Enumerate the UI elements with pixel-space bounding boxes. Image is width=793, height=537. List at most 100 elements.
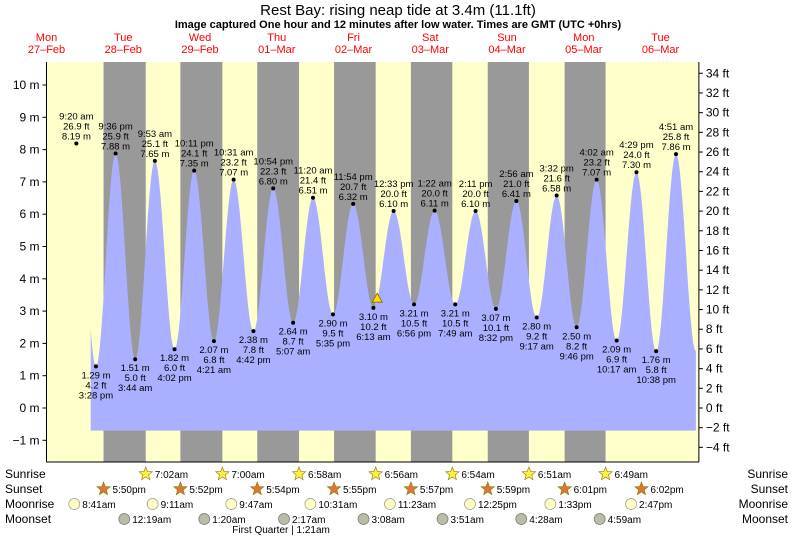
moonset-icon: [198, 513, 211, 525]
tide-m-label: 6.11 m: [420, 199, 448, 210]
tide-m-label: 7.86 m: [661, 142, 690, 153]
axes: −1 m 0 m 1 m 2 m 3 m 4 m 5 m 6 m 7 m 8 m 9 m 10 m −4…: [12, 32, 730, 463]
y-tick-label-ft: 22 ft: [706, 184, 730, 198]
row-label-right: Moonset: [742, 512, 789, 526]
moonset-time: 4:28am: [529, 515, 562, 526]
tide-point: [310, 195, 315, 200]
y-tick-label-m: −1 m: [12, 433, 39, 447]
day-label-date: 01–Mar: [258, 44, 296, 56]
tide-point: [172, 347, 177, 352]
day-label-date: 05–Mar: [565, 44, 603, 56]
y-tick-label-ft: 30 ft: [706, 106, 730, 120]
tide-point: [192, 168, 197, 173]
tide-point: [534, 315, 539, 320]
tide-time-label: 4:02 am: [579, 148, 613, 159]
tide-ft-label: 25.8 ft: [663, 132, 690, 143]
tide-time-label: 2:56 am: [499, 169, 533, 180]
tide-time-label: 9:17 am: [520, 342, 554, 353]
moonset-icon: [593, 513, 606, 525]
tide-m-label: 1.76 m: [642, 355, 671, 366]
sunrise-time: 6:54am: [461, 470, 494, 481]
y-tick-label-m: 1 m: [19, 369, 39, 383]
moonrise-icon: [384, 498, 396, 510]
tide-m-label: 7.88 m: [101, 141, 130, 152]
tide-ft-label: 21.4 ft: [300, 176, 327, 187]
tide-m-label: 2.38 m: [239, 335, 268, 346]
sunrise-time: 6:49am: [615, 470, 648, 481]
y-tick-label-m: 3 m: [19, 304, 39, 318]
tide-ft-label: 5.0 ft: [125, 373, 146, 384]
moonset-time: 3:51am: [451, 515, 484, 526]
y-tick-label-ft: 2 ft: [706, 381, 723, 395]
y-tick-label-ft: 14 ft: [706, 263, 730, 277]
tide-m-label: 2.80 m: [522, 322, 551, 333]
tide-ft-label: 26.9 ft: [63, 121, 90, 132]
sunset-icon: [172, 481, 188, 496]
moonrise-icon: [464, 498, 476, 510]
moonrise-time: 2:47pm: [639, 500, 672, 511]
day-label-dow: Thu: [267, 32, 286, 44]
tide-m-label: 2.90 m: [318, 318, 347, 329]
tide-ft-label: 8.7 ft: [283, 337, 304, 348]
sunrise-time: 7:02am: [155, 470, 188, 481]
sunset-icon: [403, 481, 419, 496]
sunrise-time: 6:51am: [538, 470, 571, 481]
tide-m-label: 7.07 m: [219, 168, 248, 179]
moonset-icon: [278, 513, 290, 525]
y-tick-label-m: 4 m: [19, 272, 39, 286]
tide-time-label: 1:22 am: [417, 179, 451, 190]
moonrise-icon: [304, 498, 317, 510]
y-tick-label-ft: −2 ft: [706, 421, 730, 435]
y-tick-label-m: 0 m: [19, 401, 39, 415]
tide-time-label: 7:49 am: [438, 328, 472, 339]
tide-ft-label: 25.1 ft: [142, 139, 169, 150]
tide-time-label: 9:53 am: [138, 129, 172, 140]
tide-time-label: 3:28 pm: [79, 390, 113, 401]
row-label-right: Moonrise: [739, 497, 789, 511]
tide-time-label: 9:20 am: [59, 111, 93, 122]
tide-m-label: 2.64 m: [279, 327, 308, 338]
sunrise-icon: [444, 466, 460, 481]
y-tick-label-m: 8 m: [19, 143, 39, 157]
y-tick-label-ft: 8 ft: [706, 322, 723, 336]
sunset-time: 5:50pm: [113, 485, 146, 496]
tide-time-label: 12:33 pm: [374, 179, 414, 190]
tide-point: [251, 329, 256, 334]
sunrise-time: 6:56am: [385, 470, 418, 481]
tide-time-label: 11:20 am: [294, 166, 333, 177]
tide-ft-label: 24.0 ft: [623, 150, 650, 161]
tide-m-label: 6.80 m: [259, 176, 288, 187]
tide-m-label: 7.07 m: [582, 168, 611, 179]
tide-m-label: 3.21 m: [400, 308, 429, 319]
moonrise-icon: [225, 498, 238, 510]
y-tick-label-ft: 4 ft: [706, 362, 723, 376]
sunset-icon: [633, 481, 649, 496]
tide-m-label: 1.82 m: [160, 353, 189, 364]
tide-point: [74, 141, 79, 146]
sunset-time: 5:57pm: [420, 485, 453, 496]
tide-time-label: 6:56 pm: [397, 328, 431, 339]
moonset-time: 4:59am: [608, 515, 641, 526]
sunrise-icon: [291, 466, 307, 481]
moonrise-time: 1:33pm: [558, 500, 591, 511]
tide-point: [634, 170, 639, 175]
tide-ft-label: 10.2 ft: [360, 322, 387, 333]
tide-time-label: 3:44 am: [118, 383, 152, 394]
y-tick-label-ft: 20 ft: [706, 204, 730, 218]
sunset-icon: [480, 481, 496, 496]
moonrise-time: 9:11am: [161, 500, 194, 511]
day-label-date: 29–Feb: [181, 44, 218, 56]
sunset-time: 5:54pm: [266, 485, 299, 496]
tide-time-label: 6:13 am: [356, 332, 390, 343]
tide-time-label: 4:29 pm: [619, 140, 653, 151]
sunset-time: 5:52pm: [189, 485, 222, 496]
tide-m-label: 2.07 m: [199, 345, 228, 356]
y-tick-label-ft: 26 ft: [706, 145, 730, 159]
sunrise-icon: [598, 466, 614, 481]
tide-ft-label: 5.8 ft: [646, 365, 667, 376]
tide-ft-label: 9.5 ft: [322, 328, 343, 339]
sunrise-icon: [138, 466, 154, 481]
day-label-date: 03–Mar: [412, 44, 450, 56]
